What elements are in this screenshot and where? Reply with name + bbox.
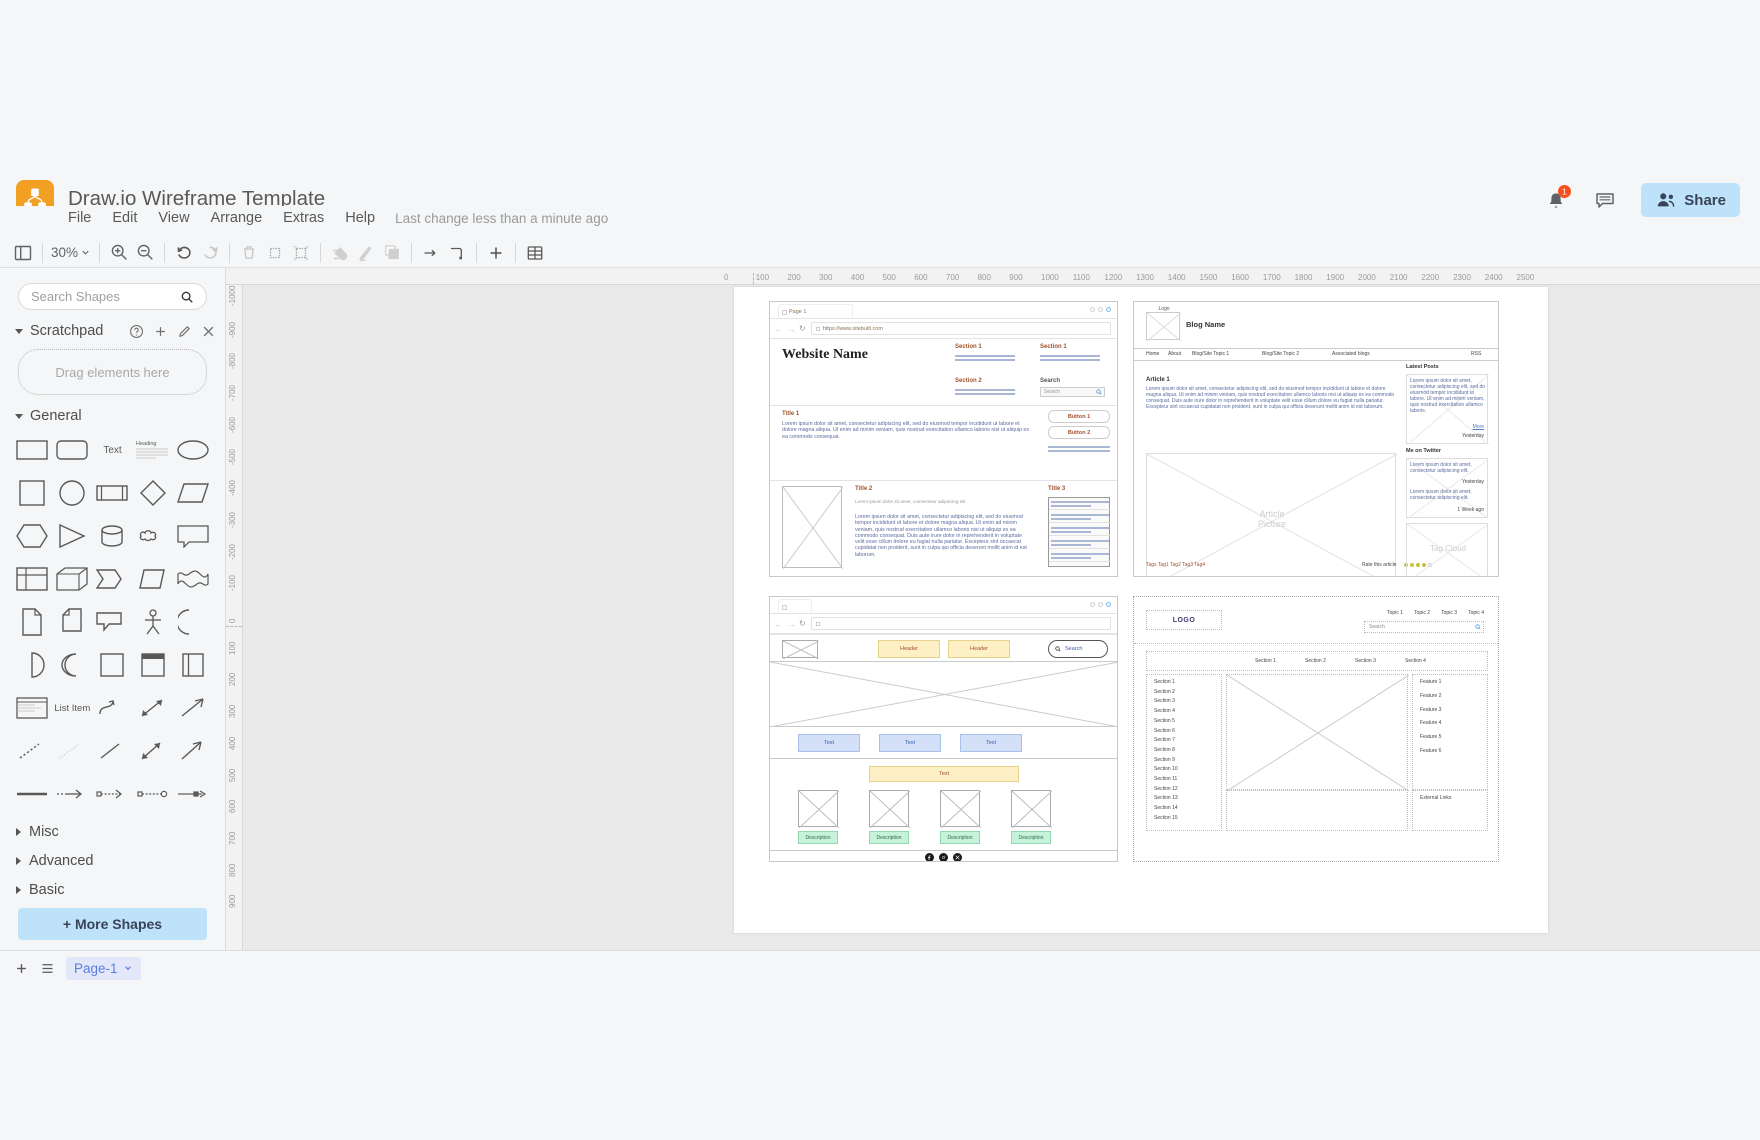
svg-text:Heading: Heading xyxy=(136,441,157,447)
svg-text:1: 1 xyxy=(1562,187,1567,197)
